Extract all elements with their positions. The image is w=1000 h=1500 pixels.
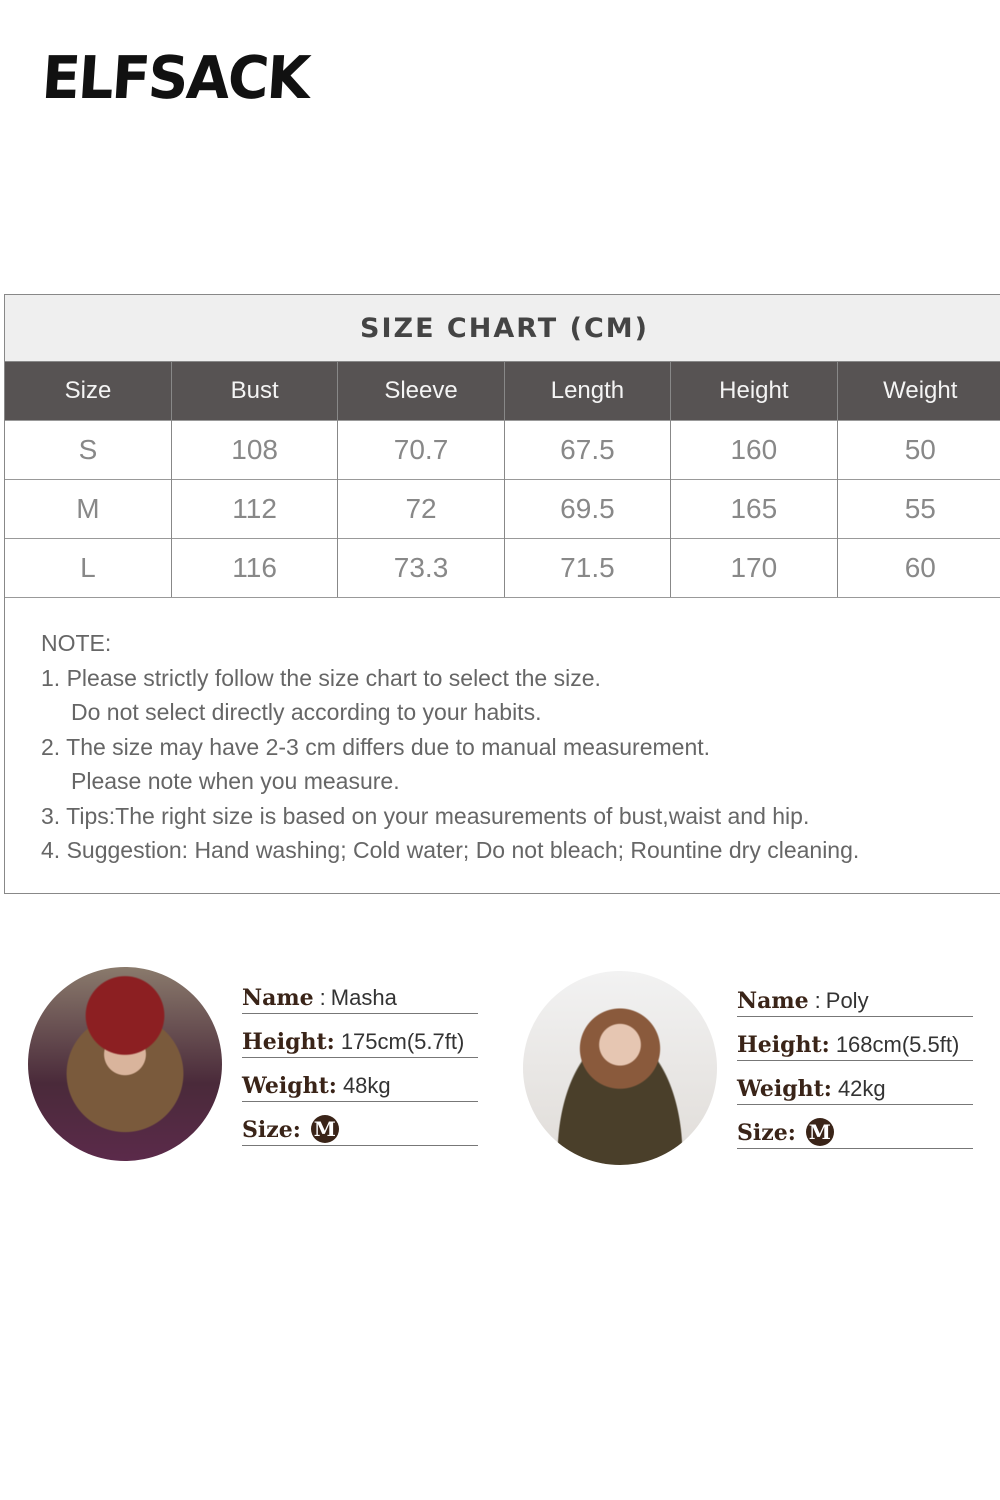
column-header: Size [5,362,172,421]
size-label: Size: [737,1120,796,1146]
table-cell: 170 [670,538,838,597]
note-line: 1. Please strictly follow the size chart… [41,664,601,691]
table-cell: 69.5 [504,479,672,539]
name-label: Name [242,985,314,1011]
note-line: 3. Tips:The right size is based on your … [41,802,810,829]
table-cell: 50 [837,420,1000,480]
brand-logo: ELFSACK [39,44,311,113]
model-info-masha: Name: Masha Height: 175cm(5.7ft) Weight: 4… [242,970,478,1146]
column-header: Length [504,362,672,421]
column-header: Weight [837,362,1000,421]
table-cell: 60 [837,538,1000,597]
note-line: 2. The size may have 2-3 cm differs due … [41,733,711,760]
table-cell: 160 [670,420,838,480]
model-weight: 42kg [837,1076,886,1101]
table-cell: 108 [171,420,339,480]
model-name: Masha [330,985,397,1010]
height-label: Height: [737,1032,830,1058]
column-header: Bust [171,362,339,421]
table-row: L 116 73.3 71.5 170 60 [5,538,1000,597]
table-cell: 112 [171,479,339,539]
column-header: Sleeve [337,362,505,421]
size-badge: M [310,1115,339,1143]
size-badge: M [805,1118,834,1146]
table-cell: 116 [171,538,339,597]
model-photo-poly [523,971,717,1165]
notes: NOTE: 1. Please strictly follow the size… [5,597,1000,893]
name-label: Name [737,988,809,1014]
table-row: S 108 70.7 67.5 160 50 [5,420,1000,480]
table-cell: 73.3 [337,538,505,597]
height-label: Height: [242,1029,335,1055]
model-weight: 48kg [342,1073,391,1098]
notes-heading: NOTE: [41,630,112,656]
size-chart-title: SIZE CHART (CM) [5,295,1000,362]
size-chart: SIZE CHART (CM) Size Bust Sleeve Length Heig… [4,294,1000,894]
weight-label: Weight: [242,1073,337,1099]
table-cell: M [5,479,172,539]
table-cell: 70.7 [337,420,505,480]
note-line: Please note when you measure. [71,768,400,794]
note-line: 4. Suggestion: Hand washing; Cold water;… [41,837,860,863]
note-line: Do not select directly according to your… [71,699,542,725]
table-cell: 72 [337,479,505,539]
table-cell: 67.5 [504,420,672,480]
table-cell: 165 [670,479,838,539]
size-table: Size Bust Sleeve Length Height Weight S 108 70.… [5,362,1000,597]
model-name: Poly [825,988,869,1013]
model-info-poly: Name: Poly Height: 168cm(5.5ft) Weight: 42… [737,973,973,1149]
size-label: Size: [242,1117,301,1143]
model-height: 168cm(5.5ft) [835,1032,960,1057]
table-cell: 71.5 [504,538,672,597]
table-cell: S [5,420,172,480]
column-header: Height [670,362,838,421]
model-photo-masha [28,967,222,1161]
weight-label: Weight: [737,1076,832,1102]
table-row: M 112 72 69.5 165 55 [5,479,1000,539]
table-cell: L [5,538,172,597]
model-height: 175cm(5.7ft) [340,1029,465,1054]
table-cell: 55 [837,479,1000,539]
